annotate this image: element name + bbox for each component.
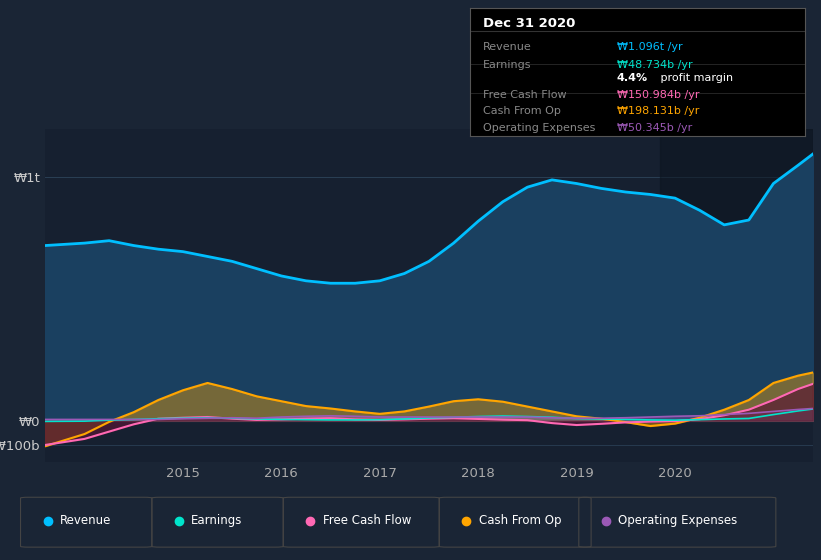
Text: profit margin: profit margin (657, 73, 733, 83)
Text: ₩50.345b /yr: ₩50.345b /yr (617, 123, 692, 133)
Text: Free Cash Flow: Free Cash Flow (323, 514, 411, 527)
Text: Earnings: Earnings (191, 514, 243, 527)
Text: Operating Expenses: Operating Expenses (483, 123, 595, 133)
Text: 4.4%: 4.4% (617, 73, 648, 83)
Text: ₩48.734b /yr: ₩48.734b /yr (617, 60, 693, 70)
Text: Revenue: Revenue (60, 514, 112, 527)
Text: Cash From Op: Cash From Op (479, 514, 561, 527)
Text: Revenue: Revenue (483, 43, 532, 52)
Text: ₩150.984b /yr: ₩150.984b /yr (617, 90, 699, 100)
Text: ₩198.131b /yr: ₩198.131b /yr (617, 106, 699, 116)
Text: Dec 31 2020: Dec 31 2020 (483, 17, 576, 30)
Bar (660, 129, 813, 289)
Text: Cash From Op: Cash From Op (483, 106, 561, 116)
Text: Operating Expenses: Operating Expenses (618, 514, 737, 527)
Text: Free Cash Flow: Free Cash Flow (483, 90, 566, 100)
Text: Earnings: Earnings (483, 60, 531, 70)
Text: ₩1.096t /yr: ₩1.096t /yr (617, 43, 682, 52)
